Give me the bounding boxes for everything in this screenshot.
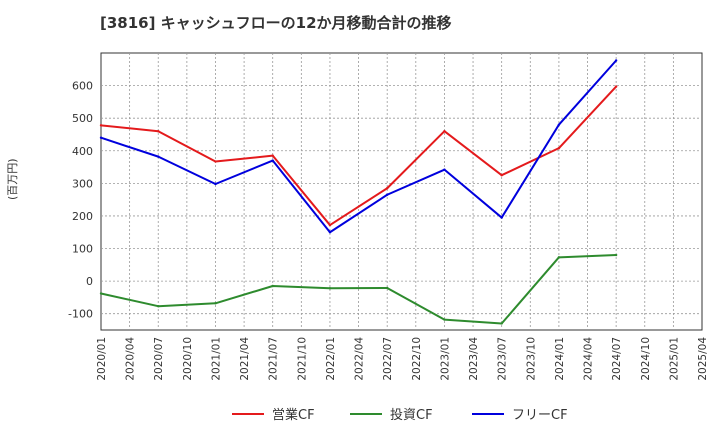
x-tick-label: 2023/04: [468, 337, 480, 381]
data-point: [557, 256, 561, 259]
series-line-1: [100, 254, 617, 325]
x-tick-label: 2020/01: [96, 337, 108, 381]
x-tick-label: 2023/10: [525, 337, 537, 381]
data-point: [385, 187, 389, 190]
series-line-2: [100, 59, 617, 234]
x-tick-label: 2021/01: [210, 337, 222, 381]
x-tick-label: 2021/07: [268, 337, 280, 381]
data-point: [99, 292, 103, 295]
y-tick-label: 400: [72, 145, 93, 158]
data-point: [614, 85, 618, 88]
x-tick-label: 2024/01: [554, 337, 566, 381]
series-line-0: [100, 85, 617, 227]
legend-label: 投資CF: [390, 407, 433, 423]
data-point: [500, 174, 503, 177]
x-tick-label: 2022/10: [411, 337, 423, 381]
x-tick-label: 2023/07: [497, 337, 509, 381]
y-tick-label: 500: [72, 112, 93, 125]
data-point: [500, 216, 503, 219]
x-tick-label: 2020/04: [125, 337, 137, 381]
x-ticks: 2020/01 2020/04 2020/07 2020/10 2021/01 2021/…: [96, 337, 709, 381]
x-tick-label: 2025/04: [697, 337, 709, 381]
data-point: [271, 159, 274, 162]
data-point: [328, 287, 332, 290]
data-point: [214, 160, 217, 163]
data-point: [271, 154, 274, 157]
data-point: [271, 284, 274, 288]
plot-area: [100, 52, 703, 331]
data-point: [443, 130, 446, 133]
legend-label: 営業CF: [272, 407, 315, 423]
legend: 営業CF 投資CF フリーCF: [232, 407, 568, 423]
x-tick-label: 2024/10: [640, 337, 652, 381]
data-point: [443, 318, 446, 321]
data-point: [99, 124, 103, 127]
series-lines: [99, 59, 618, 325]
legend-label: フリーCF: [512, 408, 568, 423]
y-tick-label: 0: [86, 275, 93, 288]
data-point: [500, 322, 503, 325]
x-tick-label: 2024/04: [583, 337, 595, 381]
x-tick-label: 2020/07: [153, 337, 165, 381]
data-point: [214, 302, 217, 305]
data-point: [614, 253, 618, 257]
x-tick-label: 2023/01: [439, 337, 451, 381]
x-tick-label: 2021/10: [296, 337, 308, 381]
data-point: [385, 286, 389, 290]
data-point: [157, 130, 160, 133]
x-tick-label: 2024/07: [611, 337, 623, 381]
data-point: [157, 155, 160, 158]
chart-title: [3816] キャッシュフローの12か月移動合計の推移: [100, 14, 452, 32]
data-point: [557, 146, 561, 150]
data-point: [385, 193, 389, 196]
y-ticks: -100 0 100 200 300 400 500 600: [68, 80, 93, 321]
x-tick-label: 2021/04: [239, 337, 251, 381]
y-tick-label: 600: [72, 80, 93, 93]
data-point: [328, 231, 332, 234]
y-tick-label: 300: [72, 177, 93, 190]
x-tick-label: 2020/10: [182, 337, 194, 381]
data-point: [614, 59, 618, 62]
x-tick-label: 2022/07: [382, 337, 394, 381]
x-tick-label: 2022/04: [354, 337, 366, 381]
data-point: [328, 223, 332, 227]
data-point: [99, 136, 103, 139]
y-tick-label: -100: [68, 308, 93, 321]
data-point: [157, 305, 160, 308]
data-point: [214, 182, 217, 186]
data-point: [557, 123, 561, 126]
x-tick-label: 2025/01: [668, 337, 680, 381]
y-tick-label: 100: [72, 243, 93, 256]
grid: [101, 53, 702, 330]
x-tick-label: 2022/01: [325, 337, 337, 381]
data-point: [443, 168, 446, 171]
y-tick-label: 200: [72, 210, 93, 223]
